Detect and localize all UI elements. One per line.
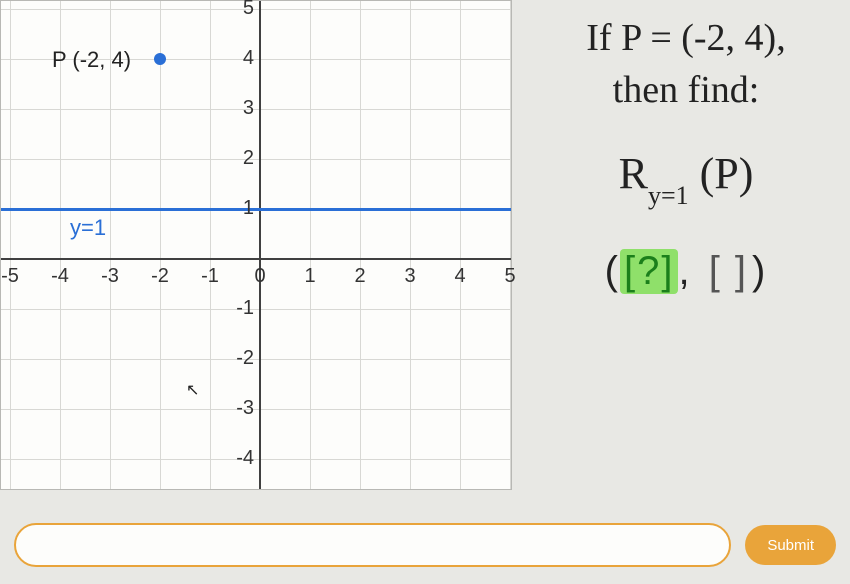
- y-tick-label: 4: [230, 47, 254, 70]
- gridline-vertical: [510, 1, 511, 489]
- main-area: -5-4-3-2-101234554321-1-2-3-4P (-2, 4)y=…: [0, 0, 850, 510]
- x-tick-label: 1: [296, 265, 324, 288]
- operator-base: R: [619, 149, 648, 198]
- gridline-vertical: [210, 1, 211, 489]
- question-line1: If P = (-2, 4),: [532, 16, 840, 60]
- question-line2: then find:: [532, 68, 840, 112]
- reflection-expression: Ry=1 (P): [532, 148, 840, 205]
- x-tick-label: -3: [96, 265, 124, 288]
- question-panel: If P = (-2, 4), then find: Ry=1 (P) ([?]…: [512, 0, 850, 510]
- point-p: [154, 53, 166, 65]
- gridline-horizontal: [1, 9, 511, 10]
- x-tick-label: 4: [446, 265, 474, 288]
- x-tick-label: 5: [496, 265, 524, 288]
- paren-open: (: [605, 249, 620, 293]
- gridline-vertical: [310, 1, 311, 489]
- operator-subscript: y=1: [648, 181, 689, 210]
- answer-y-blank[interactable]: [ ]: [705, 249, 752, 294]
- gridline-horizontal: [1, 359, 511, 360]
- gridline-horizontal: [1, 159, 511, 160]
- y-tick-label: -3: [222, 397, 254, 420]
- gridline-horizontal: [1, 409, 511, 410]
- y-tick-label: 3: [230, 97, 254, 120]
- cursor-icon: ↖: [186, 380, 199, 400]
- x-tick-label: -5: [0, 265, 24, 288]
- answer-input[interactable]: [14, 523, 731, 567]
- x-tick-label: 0: [246, 265, 274, 288]
- answer-coordinate-row: ([?], [ ]): [532, 249, 840, 294]
- gridline-horizontal: [1, 109, 511, 110]
- x-axis: [1, 258, 511, 260]
- gridline-vertical: [360, 1, 361, 489]
- gridline-vertical: [10, 1, 11, 489]
- y-tick-label: -2: [222, 347, 254, 370]
- gridline-horizontal: [1, 309, 511, 310]
- gridline-vertical: [410, 1, 411, 489]
- gridline-vertical: [60, 1, 61, 489]
- y-tick-label: 2: [230, 147, 254, 170]
- y-axis: [259, 1, 261, 489]
- reflection-line: [1, 208, 511, 211]
- y-tick-label: 1: [230, 197, 254, 220]
- answer-x-blank[interactable]: [?]: [620, 249, 678, 294]
- gridline-vertical: [460, 1, 461, 489]
- paren-close: ): [752, 249, 767, 293]
- answer-separator: ,: [678, 249, 691, 293]
- coordinate-graph: -5-4-3-2-101234554321-1-2-3-4P (-2, 4)y=…: [0, 0, 512, 490]
- submit-button[interactable]: Submit: [745, 525, 836, 565]
- x-tick-label: 2: [346, 265, 374, 288]
- gridline-vertical: [160, 1, 161, 489]
- reflection-line-label: y=1: [70, 215, 106, 241]
- point-p-label: P (-2, 4): [52, 47, 131, 73]
- x-tick-label: -2: [146, 265, 174, 288]
- x-tick-label: 3: [396, 265, 424, 288]
- x-tick-label: -4: [46, 265, 74, 288]
- y-tick-label: -1: [222, 297, 254, 320]
- gridline-vertical: [110, 1, 111, 489]
- operator-argument: (P): [700, 149, 754, 198]
- gridline-horizontal: [1, 459, 511, 460]
- y-tick-label: 5: [230, 0, 254, 20]
- y-tick-label: -4: [222, 447, 254, 470]
- bottom-bar: Submit: [14, 520, 836, 570]
- x-tick-label: -1: [196, 265, 224, 288]
